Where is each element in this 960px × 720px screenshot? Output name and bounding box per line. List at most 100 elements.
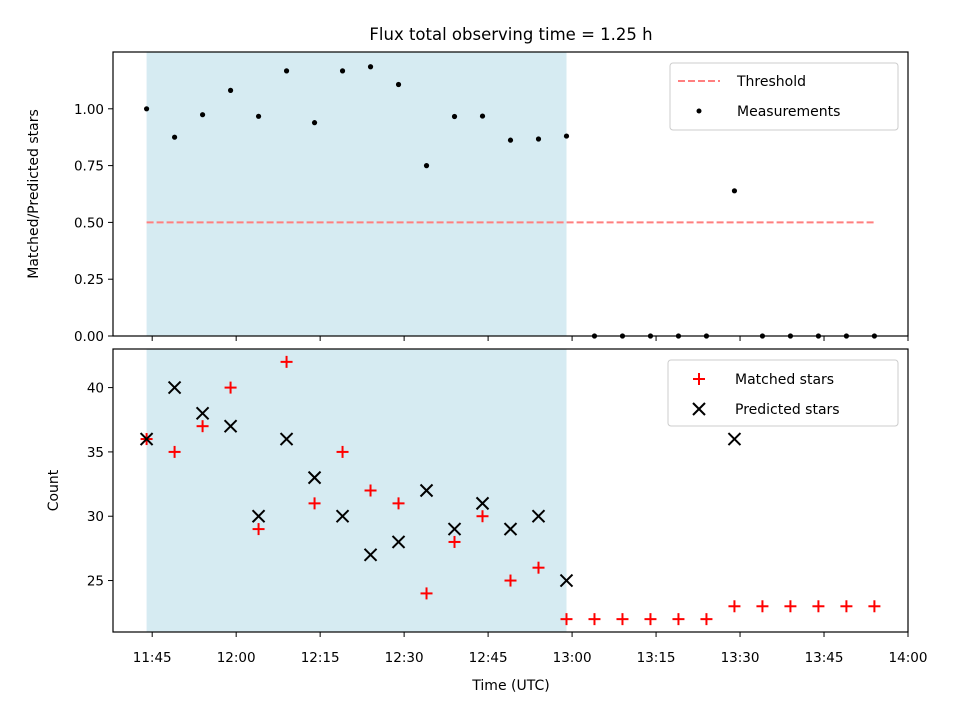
predicted-stars-point (279, 432, 294, 446)
measurements-point (535, 136, 542, 142)
matched-stars-point (672, 613, 685, 626)
x-tick-label: 12:30 (385, 650, 424, 666)
matched-stars-legend-label: Matched stars (735, 372, 834, 388)
matched-stars-legend-marker (693, 373, 705, 385)
x-tick-label: 14:00 (889, 650, 928, 666)
x-tick-label: 13:00 (553, 650, 592, 666)
observing-window-shade-bottom (146, 349, 567, 632)
bottom-panel-y-axis-label: Count (46, 469, 62, 511)
matched-stars-point (728, 600, 741, 613)
matched-stars-point (588, 613, 601, 626)
predicted-stars-point (307, 470, 322, 485)
legend-box (667, 359, 899, 427)
top-panel-x-ticks (151, 336, 909, 341)
x-tick-label: 12:00 (217, 650, 256, 666)
predicted-stars-point (475, 496, 490, 511)
matched-stars-point (336, 445, 349, 458)
matched-stars-point (392, 497, 405, 510)
bottom-panel-legend: Matched stars Predicted stars (667, 359, 899, 427)
measurements-point (171, 134, 178, 140)
x-tick-label: 12:45 (469, 650, 508, 666)
y-tick-label: 35 (87, 445, 104, 461)
matched-stars-point (532, 561, 545, 574)
matched-stars-point (420, 587, 433, 600)
measurements-point (451, 113, 458, 120)
matched-stars-point (644, 613, 657, 626)
measurements-point (423, 163, 430, 169)
predicted-stars-legend-label: Predicted stars (735, 402, 840, 418)
measurements-legend-label: Measurements (737, 104, 840, 120)
y-tick-label: 0.75 (74, 159, 104, 175)
measurements-point (283, 68, 290, 74)
top-panel-y-axis-label: Matched/Predicted stars (26, 109, 42, 279)
measurements-legend-marker (696, 108, 702, 114)
predicted-stars-point (139, 432, 154, 446)
predicted-stars-point (447, 522, 462, 536)
top-panel-legend: Threshold Measurements (669, 62, 899, 131)
predicted-stars-legend-marker (692, 402, 706, 416)
measurements-point (227, 87, 234, 93)
predicted-stars-point (363, 548, 378, 562)
predicted-stars-point (195, 406, 210, 421)
y-tick-label: 30 (87, 509, 104, 525)
measurements-point (199, 112, 206, 118)
y-tick-label: 1.00 (74, 102, 104, 118)
predicted-stars-point (251, 509, 266, 523)
measurements-point (479, 113, 486, 119)
predicted-stars-point (531, 509, 546, 523)
predicted-stars-point (167, 380, 182, 395)
predicted-stars-point (419, 483, 434, 498)
matched-stars-point (616, 613, 629, 626)
measurements-point (395, 81, 402, 88)
y-tick-label: 0.00 (74, 329, 104, 345)
y-tick-label: 0.25 (74, 272, 104, 288)
bottom-panel-y-ticks: 25 30 35 40 (87, 381, 113, 590)
top-panel: 0.00 0.25 0.50 0.75 1.00 Matched/Predicted s… (26, 51, 909, 345)
y-tick-label: 40 (87, 381, 104, 397)
matched-stars-point (168, 445, 181, 458)
chart-title: Flux total observing time = 1.25 h (369, 25, 652, 44)
matched-stars-point (868, 600, 881, 613)
measurements-point (339, 68, 346, 74)
x-tick-label: 11:45 (133, 650, 172, 666)
measurements-point (143, 106, 150, 112)
x-tick-label: 13:15 (637, 650, 676, 666)
matched-stars-point (364, 484, 377, 497)
observing-window-shade-top (146, 52, 567, 336)
measurements-point (731, 188, 738, 194)
x-tick-label: 13:45 (805, 650, 844, 666)
x-tick-label: 12:15 (301, 650, 340, 666)
top-panel-y-ticks: 0.00 0.25 0.50 0.75 1.00 (74, 102, 113, 345)
predicted-stars-point (391, 535, 406, 549)
bottom-panel-series (139, 355, 881, 626)
measurements-point (255, 113, 262, 119)
predicted-stars-point (223, 419, 238, 433)
measurements-point (311, 120, 318, 126)
matched-stars-point (560, 613, 573, 626)
matched-stars-point (224, 381, 237, 394)
top-panel-frame (112, 51, 909, 337)
matched-stars-point (308, 497, 321, 510)
predicted-stars-point (727, 432, 742, 446)
bottom-panel-x-ticks: 11:45 12:00 12:15 12:30 12:45 13:00 13:15 13:30… (133, 632, 928, 666)
x-tick-label: 13:30 (721, 650, 760, 666)
matched-stars-point (840, 600, 853, 613)
measurements-point (563, 133, 570, 139)
matched-stars-point (756, 600, 769, 613)
matched-stars-point (812, 600, 825, 613)
matched-stars-point (476, 510, 489, 523)
matched-stars-point (280, 355, 293, 368)
legend-box (669, 62, 899, 131)
threshold-legend-label: Threshold (736, 74, 806, 90)
bottom-panel-frame (112, 348, 909, 633)
matched-stars-point (448, 535, 461, 548)
x-axis-label: Time (UTC) (471, 678, 549, 694)
y-tick-label: 25 (87, 574, 104, 590)
matched-stars-point (504, 574, 517, 587)
matched-stars-point (700, 613, 713, 626)
predicted-stars-point (559, 573, 574, 588)
matched-stars-point (784, 600, 797, 613)
predicted-stars-point (503, 522, 518, 536)
matched-stars-point (196, 420, 209, 433)
